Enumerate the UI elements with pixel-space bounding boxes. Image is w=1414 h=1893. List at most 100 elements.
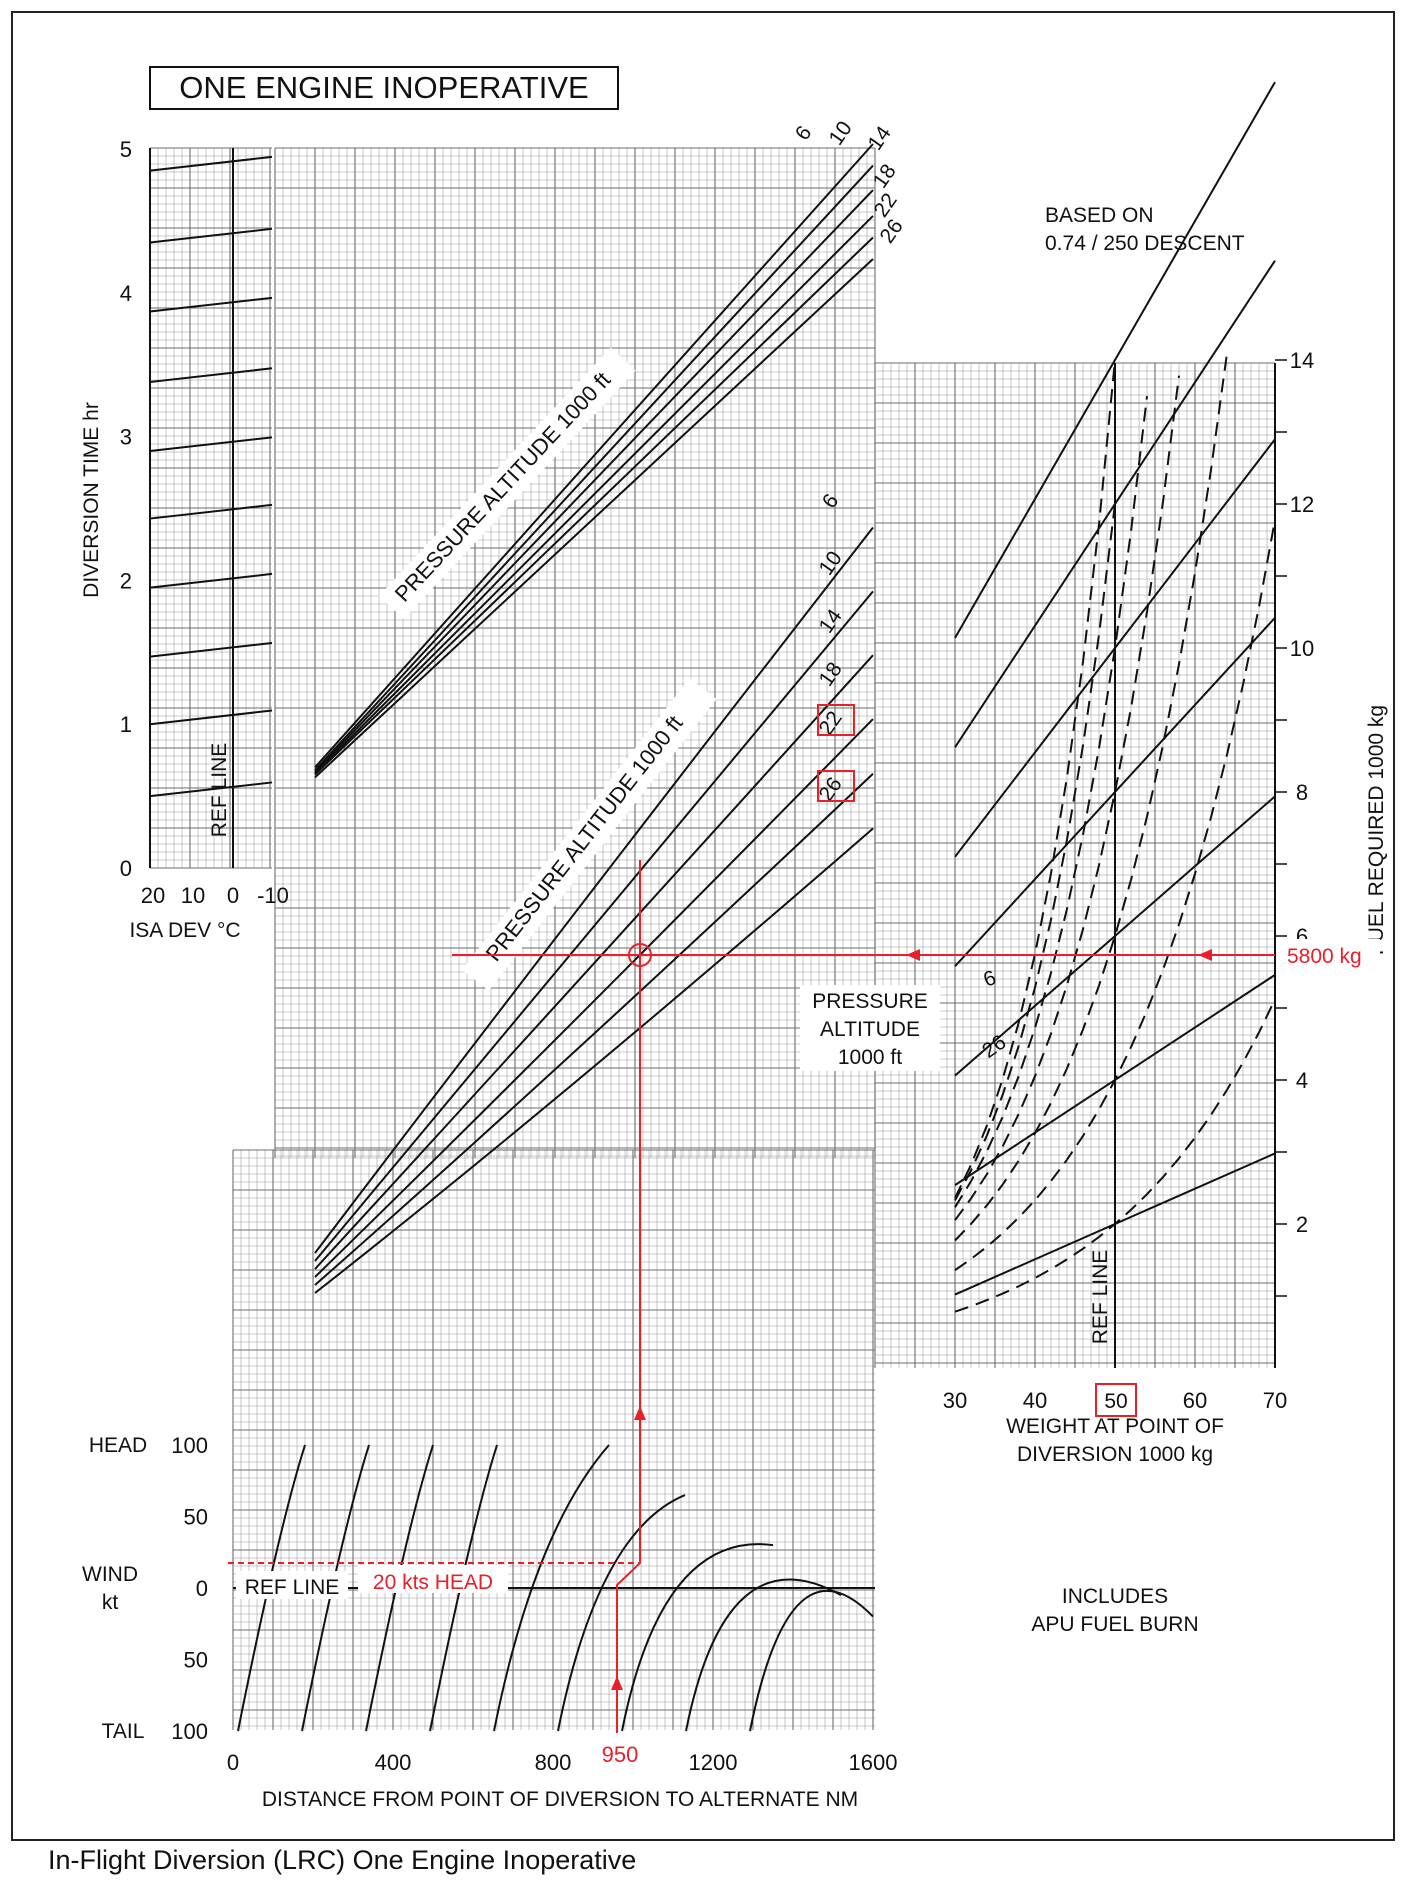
time-y-tick-label: 5 — [120, 137, 132, 162]
example-intersection-marker — [628, 943, 652, 967]
example-arrow-2 — [634, 1406, 646, 1420]
weight-dashed-line-12 — [954, 503, 1116, 1201]
weight-dashed-line-8 — [954, 375, 1180, 1221]
wind-y-tick-label: 100 — [171, 1433, 208, 1458]
example-arrow-1 — [611, 1676, 623, 1690]
wind-x-tick-label: 1200 — [689, 1750, 738, 1775]
time-altitude-line-18 — [314, 215, 874, 774]
weight-dashed-line-14 — [954, 359, 1116, 1199]
chart-border — [11, 11, 1395, 1841]
weight-dashed-label: 26 — [978, 1031, 1010, 1063]
time-altitude-line-22 — [314, 236, 874, 776]
chart-title: ONE ENGINE INOPERATIVE — [179, 70, 588, 105]
time-y-tick-label: 3 — [120, 425, 132, 450]
time-guide-line — [149, 709, 273, 726]
wind-ref-line-label: REF LINE — [245, 1576, 340, 1599]
weight-x-tick-label: 30 — [943, 1388, 967, 1413]
time-y-tick-label: 4 — [120, 281, 132, 306]
grid-lower-main — [232, 1149, 875, 1730]
wind-correction-curve — [621, 1543, 774, 1732]
time-altitude-end-label-6: 6 — [791, 122, 817, 145]
weight-y-tick-label: 10 — [1290, 636, 1314, 661]
weight-y-tick-label: 4 — [1296, 1068, 1308, 1093]
wind-panel: 100 50 0 50 100 0 400 800 1200 1600 HEAD TAIL WI… — [82, 1433, 897, 1811]
time-guide-line — [149, 367, 273, 383]
wind-x-tick-label: 0 — [227, 1750, 239, 1775]
time-altitude-label: PRESSURE ALTITUDE 1000 ft — [390, 367, 616, 606]
weight-panel-lines — [954, 81, 1276, 1368]
time-y-tick-label: 2 — [120, 568, 132, 593]
time-altitude-line-26 — [314, 258, 874, 779]
weight-dashed-line-4 — [954, 519, 1276, 1272]
grid-lower-main-minor — [232, 1149, 875, 1730]
time-altitude-end-label-26: 26 — [876, 215, 908, 247]
time-guide-line — [149, 641, 273, 658]
wind-panel-y-ticks: 100 50 0 50 100 — [171, 1433, 208, 1744]
grid-upper-main-major — [274, 147, 876, 1158]
grid-right-weight — [874, 362, 1276, 1368]
weight-y-tick-label: 14 — [1290, 348, 1314, 373]
weight-panel-x-label-2: DIVERSION 1000 kg — [1017, 1443, 1213, 1466]
title-box: ONE ENGINE INOPERATIVE — [149, 66, 619, 110]
grid-upper-main-minor — [274, 147, 876, 1158]
time-y-tick-label: 1 — [120, 712, 132, 737]
weight-dashed-line-2 — [954, 998, 1276, 1313]
wind-correction-curve — [301, 1444, 370, 1732]
time-x-tick-label: 0 — [227, 883, 239, 908]
wind-x-tick-label: 400 — [375, 1750, 412, 1775]
grid-right-weight-major — [874, 362, 1276, 1368]
weight-x-tick-label: 40 — [1023, 1388, 1047, 1413]
grid-upper-main — [274, 147, 876, 1158]
example-fuel-label-bg — [1282, 939, 1380, 969]
wind-panel-x-ticks: 0 400 800 1200 1600 — [227, 1750, 898, 1775]
note-based-on-1: BASED ON — [1045, 204, 1154, 227]
weight-panel-y-label: FUEL REQUIRED 1000 kg — [1365, 705, 1388, 955]
example-wind-label: 20 kts HEAD — [373, 1571, 493, 1594]
time-x-tick-label: 20 — [141, 883, 165, 908]
time-guide-line — [149, 781, 273, 798]
time-guide-line — [149, 227, 273, 244]
time-panel-ref-line-label: REF LINE — [208, 743, 231, 838]
example-weight-box: 50 — [1095, 1383, 1137, 1417]
note-based-on-2: 0.74 / 250 DESCENT — [1045, 232, 1245, 255]
time-panel-x-ticks: 20 10 0 -10 — [141, 883, 289, 908]
fuel-altitude-end-label-10: 10 — [815, 547, 847, 579]
example-annotation: 20 kts HEAD 950 5800 kg 50 — [228, 860, 1380, 1767]
time-altitude-end-label-22: 22 — [870, 189, 902, 221]
wind-y-label-1: WIND — [82, 1563, 138, 1586]
time-altitude-line-10 — [314, 164, 874, 771]
time-guide-line — [149, 155, 273, 172]
wind-correction-curve — [749, 1589, 874, 1732]
grid-areas — [149, 147, 1276, 1730]
time-altitude-label-bg — [378, 347, 636, 620]
time-altitude-line-6 — [314, 143, 874, 769]
weight-y-tick-label: 8 — [1296, 780, 1308, 805]
wind-y-tick-label: 100 — [171, 1719, 208, 1744]
time-panel-guide-lines — [149, 148, 273, 868]
fuel-altitude-end-label-18: 18 — [815, 658, 847, 690]
example-weight-label: 50 — [1104, 1390, 1127, 1413]
example-arrow-4 — [1198, 949, 1212, 961]
fuel-altitude-line-18 — [314, 718, 874, 1278]
fuel-altitude-line-14 — [314, 654, 874, 1270]
fuel-altitude-line-22 — [314, 773, 874, 1286]
time-panel-x-label: ISA DEV °C — [129, 919, 240, 942]
fuel-altitude-end-label-6: 6 — [818, 490, 844, 513]
fuel-altitude-label-bg — [461, 678, 717, 991]
weight-panel-x-label-1: WEIGHT AT POINT OF — [1006, 1415, 1224, 1438]
wind-ref-line-label-bg — [236, 1571, 348, 1599]
wind-correction-curve — [685, 1578, 842, 1732]
wind-correction-curve — [237, 1444, 306, 1732]
wind-y-label-2: kt — [102, 1591, 119, 1614]
example-altitude-box-26 — [817, 770, 855, 802]
weight-legend-line-3: 1000 ft — [838, 1046, 902, 1069]
wind-y-tick-label: 50 — [184, 1505, 208, 1530]
weight-panel: 2 4 6 8 10 12 14 30 40 60 70 WEIGHT AT POINT OF D… — [800, 81, 1392, 1466]
weight-legend-box: PRESSURE ALTITUDE 1000 ft — [800, 985, 940, 1071]
time-altitude-line-14 — [314, 189, 874, 773]
fuel-altitude-line-6 — [314, 526, 874, 1254]
wind-tail-label: TAIL — [102, 1720, 145, 1743]
time-guide-line — [149, 572, 273, 589]
